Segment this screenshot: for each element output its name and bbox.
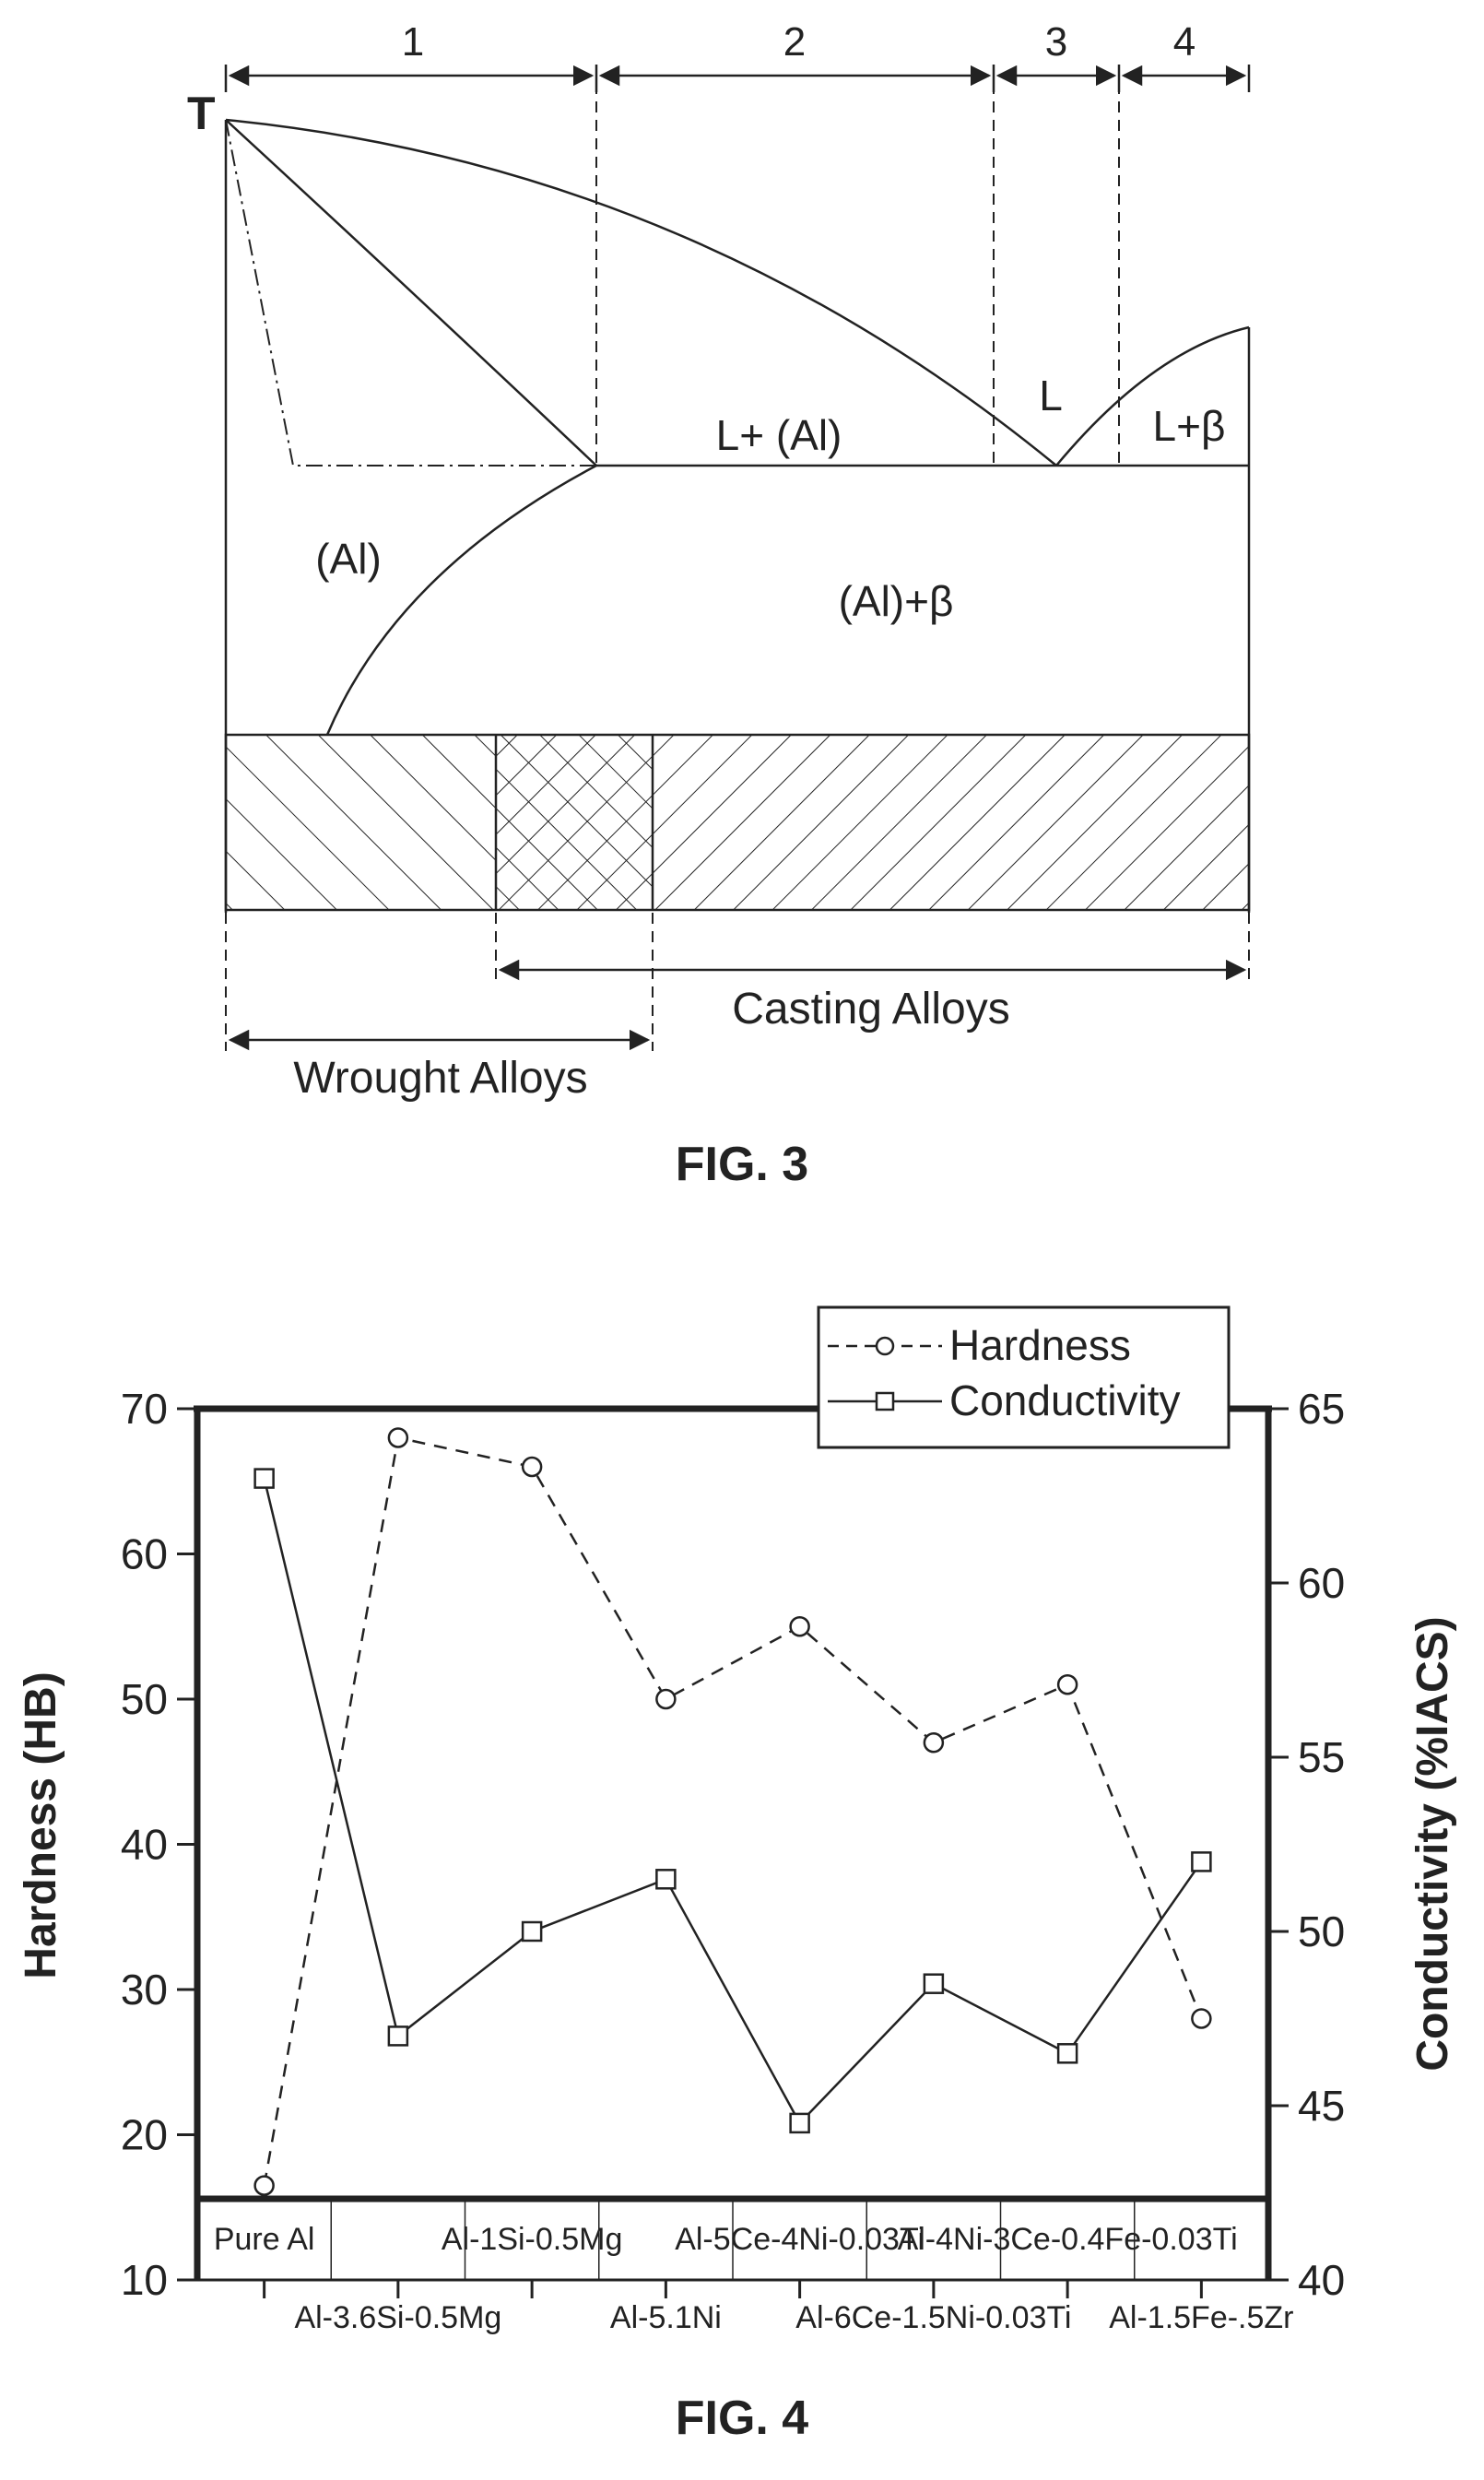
category-label: Al-3.6Si-0.5Mg (294, 2300, 501, 2335)
right-axis-title: Conductivity (%IACS) (1408, 1616, 1457, 2071)
right-tick-label: 45 (1298, 2082, 1345, 2130)
left-axis-title: Hardness (HB) (17, 1671, 65, 1978)
category-label: Pure Al (214, 2222, 315, 2257)
conductivity-point (789, 2112, 810, 2134)
fig3-phase-diagram: 1 2 3 4 T (Al) L+ (Al) L L+β (Al)+β (187, 19, 1251, 1191)
series-points-conductivity (253, 1468, 1212, 2134)
phase-label-l-al: L+ (Al) (716, 411, 842, 459)
conductivity-point (387, 2025, 409, 2047)
region-number-1: 1 (402, 19, 424, 65)
series-line-conductivity (263, 1478, 1203, 2125)
solidus-curve (225, 119, 597, 466)
hardness-point (1056, 1674, 1078, 1695)
category-label: Al-6Ce-1.5Ni-0.03Ti (795, 2300, 1071, 2335)
hardness-point (387, 1427, 409, 1448)
liquidus-beta-curve (1055, 325, 1250, 466)
wrought-alloys-label: Wrought Alloys (293, 1054, 587, 1103)
region-number-4: 4 (1173, 19, 1195, 65)
legend-hardness-marker (875, 1336, 895, 1356)
fig4-caption: FIG. 4 (676, 2391, 809, 2445)
temperature-axis-label: T (187, 88, 216, 139)
liquidus-curve (225, 118, 1057, 466)
conductivity-point (923, 1973, 945, 1994)
conductivity-point (521, 1920, 543, 1943)
phase-label-l-beta: L+β (1153, 402, 1226, 450)
category-label: Al-1Si-0.5Mg (442, 2222, 623, 2257)
conductivity-point (253, 1468, 275, 1489)
phase-label-al: (Al) (315, 535, 382, 583)
right-axis-ticks: 40 45 50 55 60 65 (1268, 1385, 1345, 2304)
left-tick-label: 50 (121, 1675, 168, 1723)
casting-alloys-label: Casting Alloys (732, 985, 1009, 1033)
region-number-2: 2 (783, 19, 806, 65)
category-label: Al-5.1Ni (610, 2300, 722, 2335)
left-tick-label: 70 (121, 1385, 168, 1433)
legend-hardness-label: Hardness (949, 1321, 1131, 1369)
region-dimension-arrows (224, 65, 1251, 92)
phase-label-l: L (1039, 372, 1063, 419)
hardness-point (923, 1732, 945, 1754)
alloy-hatch-band (224, 733, 1251, 912)
hardness-point (1191, 2008, 1212, 2029)
right-tick-label: 50 (1298, 1907, 1345, 1955)
legend-conductivity-label: Conductivity (949, 1376, 1181, 1424)
conductivity-point (1191, 1851, 1212, 1872)
legend-conductivity-marker (875, 1391, 895, 1411)
hardness-point (253, 2175, 275, 2196)
category-ticks: Pure Al Al-3.6Si-0.5Mg Al-1Si-0.5Mg Al-5.1N… (214, 2199, 1294, 2335)
legend-box (817, 1305, 1231, 1449)
series-points-hardness (253, 1427, 1212, 2196)
left-tick-label: 30 (121, 1966, 168, 2014)
series-line-hardness (263, 1436, 1203, 2186)
left-tick-label: 60 (121, 1530, 168, 1578)
category-label: Al-1.5Fe-.5Zr (1109, 2300, 1293, 2335)
right-tick-label: 40 (1298, 2256, 1345, 2304)
phase-label-al-beta: (Al)+β (839, 577, 954, 625)
alloy-range-arrows (225, 913, 1250, 1051)
right-tick-label: 60 (1298, 1559, 1345, 1607)
left-tick-label: 10 (121, 2256, 168, 2304)
left-tick-label: 20 (121, 2111, 168, 2159)
region-number-3: 3 (1045, 19, 1067, 65)
fig4-chart: 10 20 30 40 50 60 70 40 45 50 55 60 65 Pure Al Al-3.… (17, 1305, 1457, 2445)
hardness-point (655, 1688, 677, 1710)
right-tick-label: 65 (1298, 1385, 1345, 1433)
left-axis-ticks: 10 20 30 40 50 60 70 (121, 1385, 197, 2304)
left-tick-label: 40 (121, 1821, 168, 1869)
hardness-point (521, 1456, 543, 1478)
category-label: Al-5Ce-4Ni-0.03Ti (675, 2222, 925, 2257)
dash-dot-line (225, 119, 596, 466)
hardness-point (789, 1616, 810, 1637)
category-label: Al-4Ni-3Ce-0.4Fe-0.03Ti (898, 2222, 1238, 2257)
conductivity-point (655, 1869, 677, 1890)
solvus-curve (325, 464, 597, 736)
fig3-caption: FIG. 3 (676, 1138, 808, 1191)
conductivity-point (1056, 2043, 1078, 2064)
legend: Hardness Conductivity (817, 1305, 1231, 1449)
right-tick-label: 55 (1298, 1733, 1345, 1781)
